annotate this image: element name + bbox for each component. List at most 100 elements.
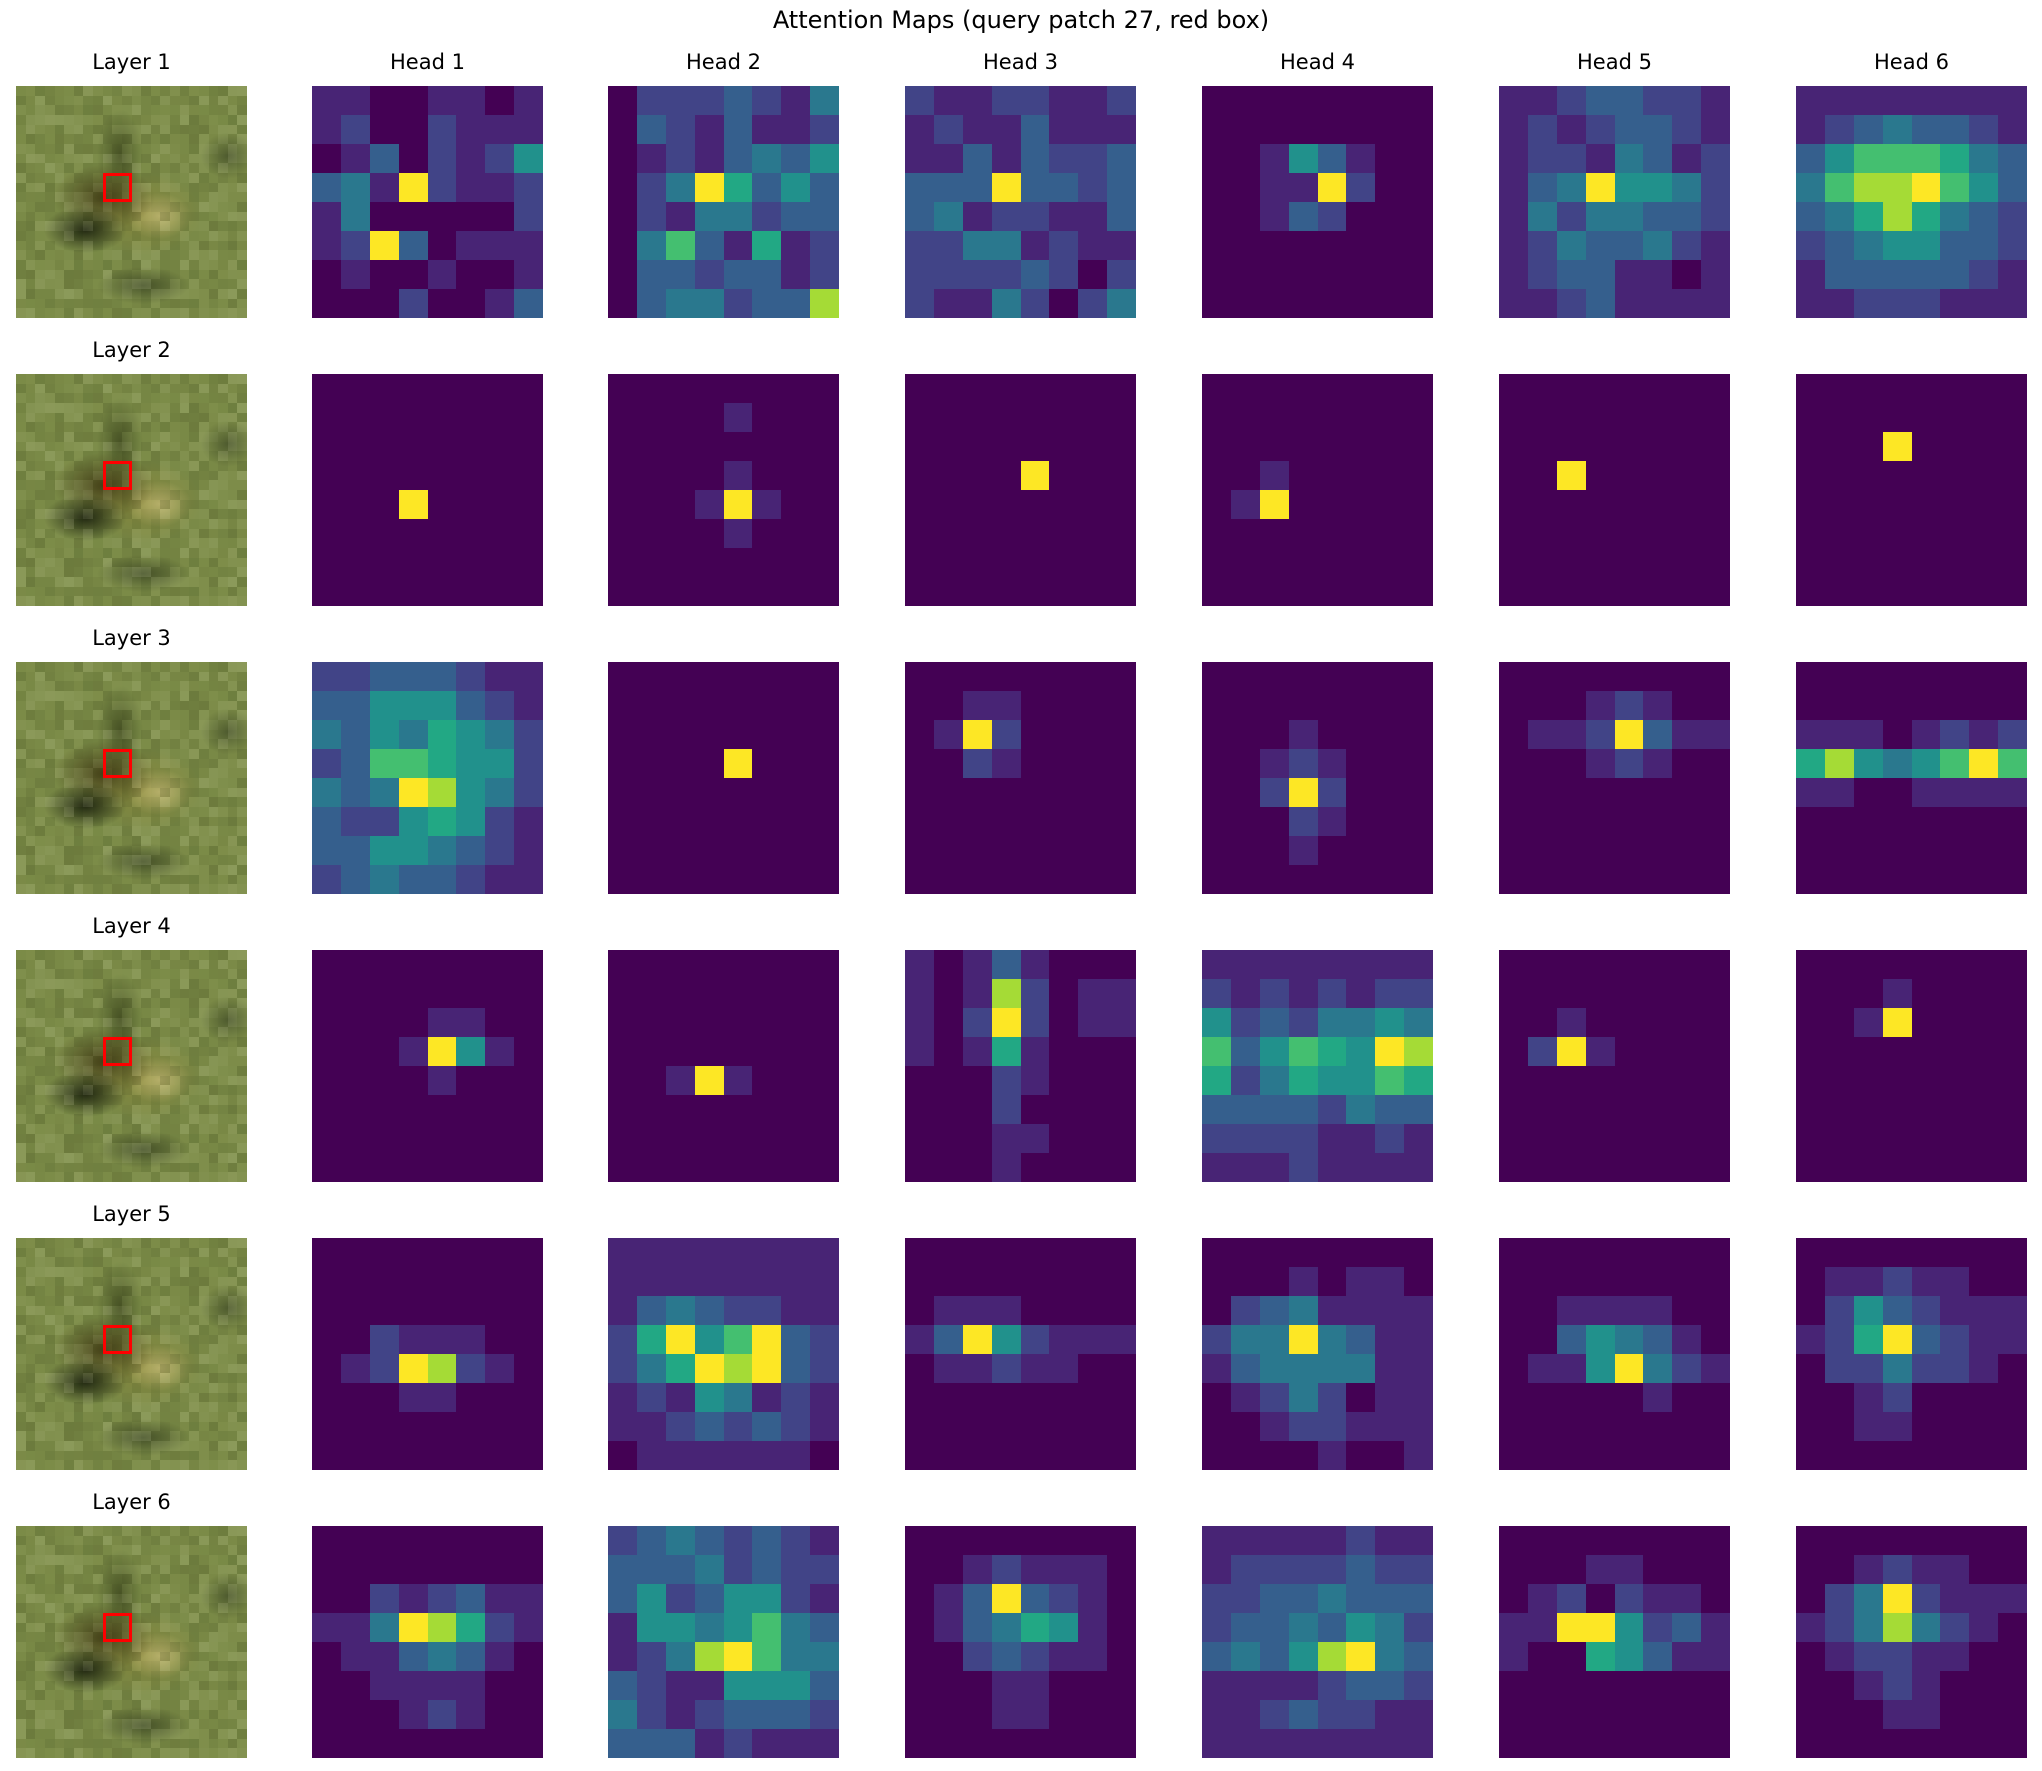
heatmap-cell xyxy=(456,374,486,403)
heatmap-cell xyxy=(1346,1296,1376,1325)
heatmap-cell xyxy=(1259,1555,1289,1584)
heatmap-cell xyxy=(1259,1095,1289,1124)
heatmap-cell xyxy=(485,720,515,749)
heatmap-cell xyxy=(1556,662,1586,691)
heatmap-cell xyxy=(752,461,782,490)
heatmap-cell xyxy=(1049,778,1079,807)
heatmap-cell xyxy=(991,1700,1021,1729)
heatmap-cell xyxy=(1317,374,1347,403)
heatmap-cell xyxy=(810,1700,839,1729)
heatmap-cell xyxy=(781,403,811,432)
heatmap-cell xyxy=(456,1325,486,1354)
heatmap-cell xyxy=(1824,461,1854,490)
heatmap-cell xyxy=(665,490,695,519)
heatmap-cell xyxy=(1585,1642,1615,1671)
heatmap-cell xyxy=(723,1037,753,1066)
heatmap-cell xyxy=(1969,173,1999,202)
heatmap-cell xyxy=(1882,1037,1912,1066)
heatmap-layer-5-head-1 xyxy=(312,1238,543,1470)
heatmap-cell xyxy=(1230,260,1260,289)
heatmap-cell xyxy=(1643,403,1673,432)
heatmap-cell xyxy=(636,1153,666,1182)
heatmap-cell xyxy=(1643,1008,1673,1037)
heatmap-cell xyxy=(1998,1325,2027,1354)
heatmap-cell xyxy=(933,1441,963,1470)
heatmap-cell xyxy=(1556,1238,1586,1267)
heatmap-cell xyxy=(1078,1584,1108,1613)
heatmap-cell xyxy=(723,1383,753,1412)
heatmap-cell xyxy=(1259,1642,1289,1671)
heatmap-cell xyxy=(608,1095,637,1124)
heatmap-cell xyxy=(1346,950,1376,979)
heatmap-cell xyxy=(485,1153,515,1182)
heatmap-cell xyxy=(1824,691,1854,720)
heatmap-cell xyxy=(962,231,992,260)
heatmap-cell xyxy=(1556,173,1586,202)
heatmap-cell xyxy=(752,1671,782,1700)
heatmap-cell xyxy=(1672,691,1702,720)
heatmap-cell xyxy=(933,1613,963,1642)
heatmap-cell xyxy=(723,720,753,749)
heatmap-cell xyxy=(636,778,666,807)
heatmap-cell xyxy=(752,1700,782,1729)
heatmap-cell xyxy=(1824,1613,1854,1642)
heatmap-cell xyxy=(608,720,637,749)
heatmap-cell xyxy=(1527,749,1557,778)
heatmap-cell xyxy=(752,1613,782,1642)
heatmap-cell xyxy=(1346,490,1376,519)
heatmap-cell xyxy=(665,519,695,548)
heatmap-cell xyxy=(1107,749,1136,778)
heatmap-cell xyxy=(1643,115,1673,144)
heatmap-cell xyxy=(1585,749,1615,778)
heatmap-cell xyxy=(1796,1325,1825,1354)
heatmap-cell xyxy=(723,86,753,115)
heatmap-cell xyxy=(1078,1008,1108,1037)
heatmap-cell xyxy=(1202,1008,1231,1037)
heatmap-cell xyxy=(1556,1267,1586,1296)
heatmap-cell xyxy=(694,1325,724,1354)
heatmap-cell xyxy=(1643,1037,1673,1066)
heatmap-cell xyxy=(1202,1584,1231,1613)
heatmap-cell xyxy=(485,202,515,231)
heatmap-cell xyxy=(1259,403,1289,432)
heatmap-cell xyxy=(1202,1613,1231,1642)
heatmap-cell xyxy=(1078,173,1108,202)
heatmap-cell xyxy=(933,1037,963,1066)
heatmap-cell xyxy=(1020,1613,1050,1642)
heatmap-cell xyxy=(1499,720,1528,749)
heatmap-cell xyxy=(1969,144,1999,173)
heatmap-cell xyxy=(1585,1700,1615,1729)
heatmap-cell xyxy=(1202,1700,1231,1729)
heatmap-cell xyxy=(781,144,811,173)
heatmap-cell xyxy=(1107,1584,1136,1613)
heatmap-cell xyxy=(781,115,811,144)
heatmap-cell xyxy=(1824,1642,1854,1671)
heatmap-cell xyxy=(369,260,399,289)
heatmap-cell xyxy=(1107,1037,1136,1066)
heatmap-cell xyxy=(810,1008,839,1037)
heatmap-cell xyxy=(752,519,782,548)
heatmap-cell xyxy=(1288,144,1318,173)
heatmap-cell xyxy=(694,691,724,720)
heatmap-cell xyxy=(1701,403,1730,432)
heatmap-cell xyxy=(456,1412,486,1441)
heatmap-cell xyxy=(1614,1671,1644,1700)
heatmap-cell xyxy=(723,1153,753,1182)
heatmap-cell xyxy=(1404,202,1433,231)
heatmap-cell xyxy=(1556,461,1586,490)
heatmap-cell xyxy=(1078,836,1108,865)
heatmap-cell xyxy=(369,490,399,519)
heatmap-cell xyxy=(933,115,963,144)
heatmap-cell xyxy=(752,1325,782,1354)
heatmap-cell xyxy=(1375,1066,1405,1095)
heatmap-cell xyxy=(933,1526,963,1555)
heatmap-cell xyxy=(636,115,666,144)
heatmap-cell xyxy=(1585,865,1615,894)
heatmap-cell xyxy=(752,289,782,318)
heatmap-cell xyxy=(514,720,543,749)
heatmap-cell xyxy=(781,374,811,403)
heatmap-cell xyxy=(369,1729,399,1758)
heatmap-cell xyxy=(1853,1383,1883,1412)
heatmap-cell xyxy=(1672,144,1702,173)
heatmap-cell xyxy=(1317,260,1347,289)
